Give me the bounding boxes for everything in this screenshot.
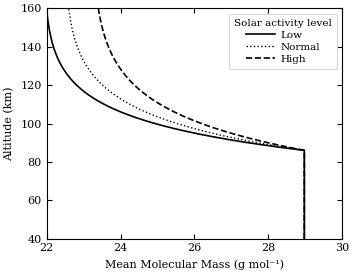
Low — [45, 13, 49, 17]
High — [97, 13, 102, 17]
High — [97, 14, 102, 17]
Normal — [68, 14, 72, 17]
Normal — [80, 56, 84, 59]
Low — [44, 7, 48, 10]
Line: High: High — [98, 8, 304, 239]
Y-axis label: Altitude (km): Altitude (km) — [5, 86, 15, 161]
Low — [302, 225, 307, 229]
Normal — [67, 7, 71, 10]
Low — [45, 14, 49, 17]
Low — [191, 131, 195, 135]
Normal — [302, 237, 307, 240]
High — [96, 7, 101, 10]
Line: Normal: Normal — [69, 8, 304, 239]
High — [302, 225, 307, 229]
Low — [165, 125, 169, 128]
Low — [302, 237, 307, 240]
X-axis label: Mean Molecular Mass (g mol⁻¹): Mean Molecular Mass (g mol⁻¹) — [105, 259, 284, 270]
Normal — [302, 225, 307, 229]
Normal — [185, 125, 190, 128]
High — [208, 125, 212, 128]
High — [228, 131, 232, 135]
Line: Low: Low — [46, 8, 304, 239]
High — [111, 56, 115, 59]
Low — [55, 56, 59, 59]
Normal — [209, 131, 213, 135]
Normal — [68, 13, 72, 17]
High — [302, 237, 307, 240]
Legend: Low, Normal, High: Low, Normal, High — [229, 14, 337, 69]
